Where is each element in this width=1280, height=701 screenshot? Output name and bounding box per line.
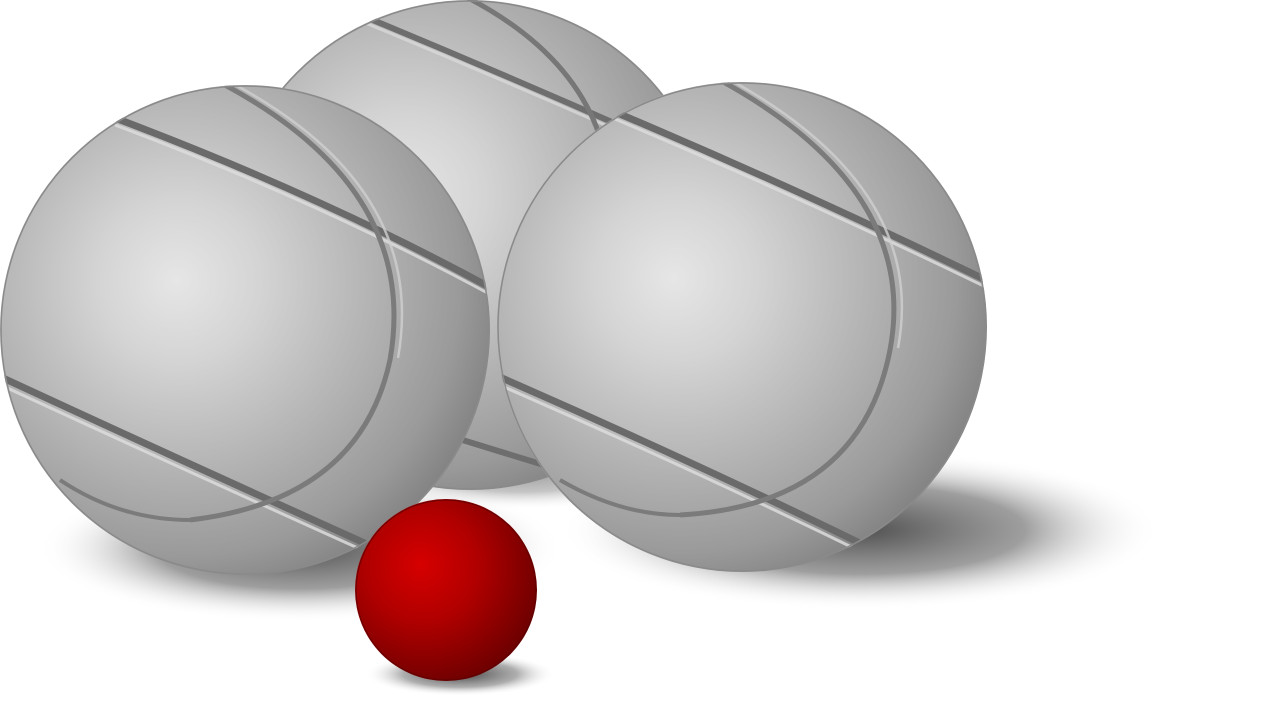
right-boule [497, 82, 987, 572]
left-boule [0, 85, 490, 575]
red-jack [355, 499, 537, 681]
